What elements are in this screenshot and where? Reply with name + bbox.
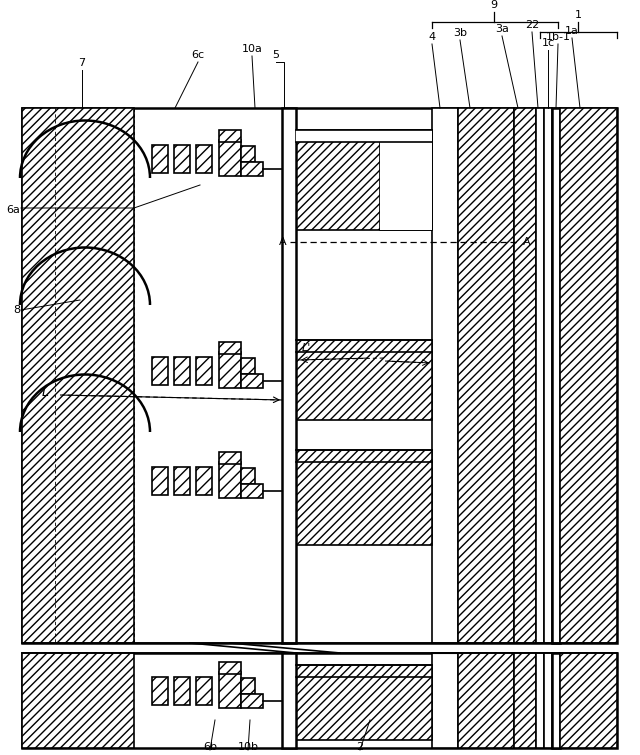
Bar: [219, 452, 241, 464]
Text: 6b: 6b: [203, 742, 217, 752]
Text: 9: 9: [490, 0, 497, 10]
Bar: [458, 653, 514, 748]
Text: L': L': [302, 343, 311, 353]
Text: A: A: [523, 237, 531, 247]
Bar: [241, 468, 255, 484]
Bar: [241, 162, 263, 176]
Text: L: L: [42, 386, 49, 399]
Bar: [552, 653, 560, 748]
Bar: [152, 145, 168, 173]
Bar: [174, 145, 190, 173]
Bar: [152, 677, 168, 705]
Text: 6c: 6c: [191, 50, 205, 60]
Bar: [22, 653, 134, 748]
Bar: [22, 653, 617, 748]
Bar: [536, 653, 544, 748]
Text: A: A: [280, 237, 287, 247]
Bar: [560, 108, 617, 643]
Bar: [514, 653, 536, 748]
Bar: [219, 662, 241, 674]
Text: 1b-1: 1b-1: [545, 32, 570, 42]
Bar: [241, 678, 255, 694]
Bar: [219, 462, 241, 498]
Bar: [174, 467, 190, 495]
Bar: [219, 672, 241, 708]
Text: 1a: 1a: [565, 26, 579, 36]
Bar: [296, 130, 432, 230]
Text: 3b: 3b: [453, 28, 467, 38]
Bar: [196, 467, 212, 495]
Bar: [296, 130, 432, 142]
Bar: [296, 665, 432, 740]
Bar: [458, 108, 514, 643]
Bar: [219, 130, 241, 142]
Bar: [241, 694, 263, 708]
Bar: [514, 108, 536, 643]
Text: 8: 8: [13, 305, 20, 315]
Text: 3a: 3a: [495, 24, 509, 34]
Bar: [380, 130, 432, 230]
Bar: [241, 484, 263, 498]
Bar: [552, 108, 560, 643]
Bar: [296, 340, 432, 420]
Bar: [152, 357, 168, 385]
Bar: [196, 677, 212, 705]
Text: 10a: 10a: [241, 44, 262, 54]
Bar: [380, 130, 432, 230]
Text: 1c: 1c: [541, 38, 555, 48]
Text: 2: 2: [356, 742, 364, 752]
Bar: [174, 357, 190, 385]
Bar: [432, 108, 458, 643]
Bar: [241, 358, 255, 374]
Bar: [22, 108, 617, 643]
Bar: [296, 450, 432, 545]
Bar: [196, 357, 212, 385]
Bar: [544, 108, 552, 643]
Bar: [536, 108, 544, 643]
Bar: [560, 653, 617, 748]
Bar: [219, 140, 241, 176]
Bar: [196, 145, 212, 173]
Bar: [241, 146, 255, 162]
Bar: [22, 108, 134, 643]
Text: 6a: 6a: [6, 205, 20, 215]
Bar: [174, 677, 190, 705]
Bar: [219, 352, 241, 388]
Bar: [282, 108, 296, 643]
Bar: [544, 653, 552, 748]
Text: 4: 4: [428, 32, 436, 42]
Bar: [241, 374, 263, 388]
Text: 5: 5: [273, 50, 280, 60]
Text: 7: 7: [79, 58, 86, 68]
Bar: [152, 467, 168, 495]
Bar: [432, 653, 458, 748]
Text: 10b: 10b: [237, 742, 259, 752]
Text: 22: 22: [525, 20, 539, 30]
Text: 1: 1: [575, 10, 582, 20]
Bar: [219, 342, 241, 354]
Bar: [282, 653, 296, 748]
